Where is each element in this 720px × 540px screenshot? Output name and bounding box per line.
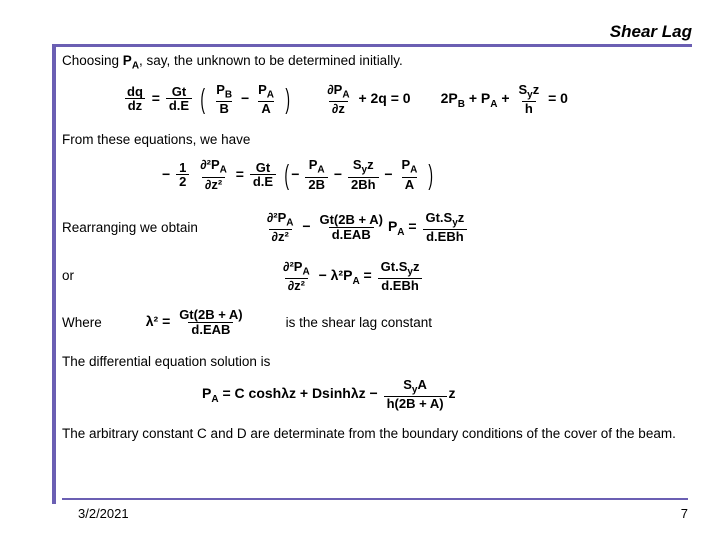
line-diff-eq: The differential equation solution is xyxy=(62,353,692,371)
eq-rearranged: ∂²PA∂z² − Gt(2B + A)d.EABPA = Gt.Syzd.EB… xyxy=(262,211,469,244)
footer-date: 3/2/2021 xyxy=(78,506,129,521)
footer-line xyxy=(62,498,688,500)
footer-page-number: 7 xyxy=(681,506,688,521)
line-rearranging-row: Rearranging we obtain ∂²PA∂z² − Gt(2B + … xyxy=(62,211,692,244)
eq-lambda: ∂²PA∂z² − λ²PA = Gt.Syzd.EBh xyxy=(278,260,424,293)
line-choosing: Choosing PA, say, the unknown to be dete… xyxy=(62,52,692,73)
content-area: Choosing PA, say, the unknown to be dete… xyxy=(62,52,692,451)
eq-lambda-def: λ² = Gt(2B + A)d.EAB xyxy=(146,308,248,336)
text: , say, the unknown to be determined init… xyxy=(139,53,403,68)
equation-solution: PA = C coshλz + Dsinhλz − SyAh(2B + A)z xyxy=(202,378,692,411)
text: Choosing xyxy=(62,53,123,68)
line-where-row: Where λ² = Gt(2B + A)d.EAB is the shear … xyxy=(62,308,692,336)
equation-row-1: dqdz = Gtd.E ( PBB − PAA ) ∂PA∂z + 2q = … xyxy=(122,81,692,117)
footer: 3/2/2021 7 xyxy=(78,506,688,521)
equation-row-2: − 12 ∂²PA∂z² = Gtd.E (− PA2B − Syz2Bh − … xyxy=(162,157,692,193)
eq-2pb-pa: 2PB + PA + Syzh = 0 xyxy=(441,83,568,116)
eq-second-deriv: − 12 ∂²PA∂z² = Gtd.E (− PA2B − Syz2Bh − … xyxy=(162,157,436,193)
eq-solution: PA = C coshλz + Dsinhλz − SyAh(2B + A)z xyxy=(202,378,456,411)
line-from-these: From these equations, we have xyxy=(62,131,692,149)
slide: Shear Lag Choosing PA, say, the unknown … xyxy=(0,0,720,540)
line-where: Where xyxy=(62,314,102,332)
title-underline xyxy=(52,44,692,47)
line-rearranging: Rearranging we obtain xyxy=(62,219,198,237)
line-or-row: or ∂²PA∂z² − λ²PA = Gt.Syzd.EBh xyxy=(62,260,692,293)
left-bar xyxy=(52,44,56,504)
pa-symbol: PA xyxy=(123,53,139,68)
eq-dqdz: dqdz = Gtd.E ( PBB − PAA ) xyxy=(122,81,292,117)
slide-title: Shear Lag xyxy=(610,22,692,42)
line-or: or xyxy=(62,267,74,285)
line-shear-lag-const: is the shear lag constant xyxy=(286,314,432,332)
line-arbitrary-const: The arbitrary constant C and D are deter… xyxy=(62,425,692,443)
eq-dpa-dz: ∂PA∂z + 2q = 0 xyxy=(322,83,410,116)
